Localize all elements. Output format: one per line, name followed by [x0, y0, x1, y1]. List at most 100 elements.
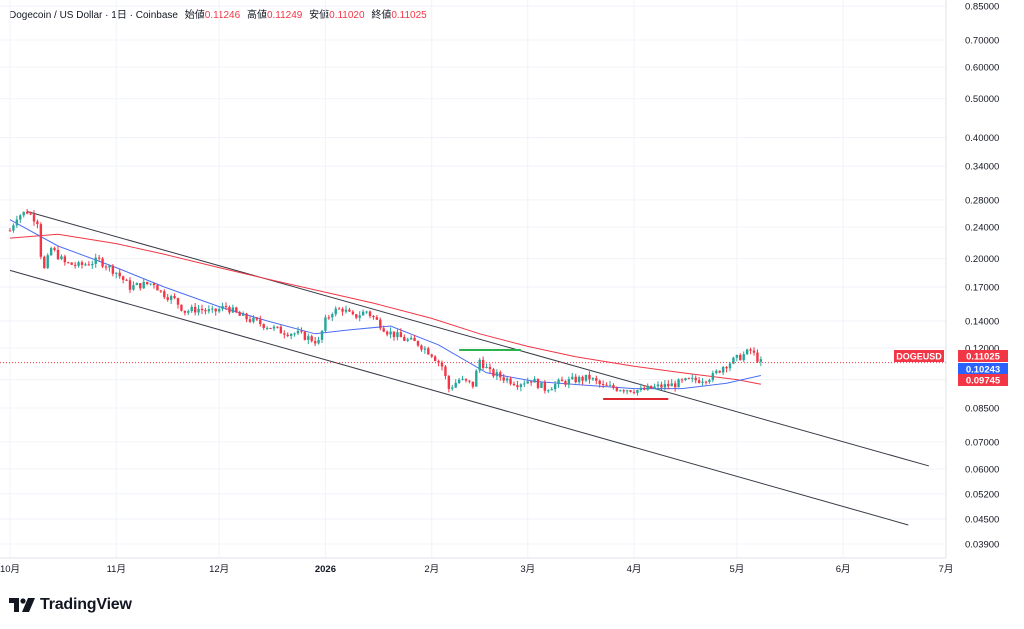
candle-body[interactable]	[557, 379, 560, 385]
candle-body[interactable]	[135, 283, 139, 286]
candle-body[interactable]	[269, 327, 272, 329]
candle-body[interactable]	[91, 264, 94, 266]
candle-body[interactable]	[49, 248, 53, 256]
candle-body[interactable]	[379, 319, 382, 329]
candle-body[interactable]	[375, 317, 379, 320]
candle-body[interactable]	[22, 211, 25, 216]
candle-body[interactable]	[581, 376, 584, 381]
candle-body[interactable]	[190, 306, 193, 312]
candle-body[interactable]	[324, 317, 327, 331]
candle-body[interactable]	[505, 378, 509, 381]
candle-body[interactable]	[653, 386, 656, 389]
candle-body[interactable]	[317, 339, 320, 344]
candle-body[interactable]	[80, 262, 84, 265]
candle-body[interactable]	[145, 281, 149, 285]
candle-body[interactable]	[403, 337, 406, 341]
candle-body[interactable]	[481, 359, 485, 369]
candle-body[interactable]	[173, 296, 176, 299]
candle-body[interactable]	[409, 337, 413, 340]
candle-body[interactable]	[468, 380, 471, 382]
candle-body[interactable]	[745, 349, 749, 355]
candle-body[interactable]	[248, 319, 252, 322]
candle-body[interactable]	[475, 370, 478, 387]
candle-body[interactable]	[478, 359, 481, 371]
candle-body[interactable]	[252, 317, 255, 322]
candle-body[interactable]	[512, 383, 516, 386]
candle-body[interactable]	[509, 378, 512, 384]
candle-body[interactable]	[437, 360, 440, 363]
candle-body[interactable]	[372, 315, 375, 318]
candle-body[interactable]	[307, 336, 310, 340]
candle-body[interactable]	[577, 376, 581, 383]
candle-body[interactable]	[550, 389, 553, 391]
candle-body[interactable]	[567, 379, 571, 385]
candle-body[interactable]	[444, 366, 447, 377]
candle-body[interactable]	[163, 291, 166, 298]
candle-body[interactable]	[543, 382, 547, 391]
candle-body[interactable]	[166, 297, 169, 300]
candle-body[interactable]	[320, 330, 324, 340]
candle-body[interactable]	[629, 390, 632, 392]
candle-body[interactable]	[231, 307, 235, 313]
candle-body[interactable]	[77, 262, 80, 266]
candle-body[interactable]	[516, 385, 519, 388]
candle-body[interactable]	[94, 257, 97, 265]
candle-body[interactable]	[430, 354, 433, 357]
candle-body[interactable]	[704, 381, 708, 383]
candle-body[interactable]	[492, 369, 495, 377]
candle-body[interactable]	[224, 306, 228, 308]
candle-body[interactable]	[608, 385, 612, 387]
candle-body[interactable]	[427, 348, 430, 355]
candle-body[interactable]	[56, 249, 60, 260]
candle-body[interactable]	[111, 265, 115, 274]
candle-body[interactable]	[63, 256, 67, 263]
candle-body[interactable]	[204, 310, 207, 312]
candle-body[interactable]	[265, 327, 269, 329]
candle-body[interactable]	[344, 309, 348, 312]
candle-body[interactable]	[313, 341, 317, 344]
candle-body[interactable]	[670, 383, 673, 387]
candle-body[interactable]	[310, 336, 313, 342]
candle-body[interactable]	[646, 385, 649, 390]
candle-body[interactable]	[101, 258, 104, 267]
candle-body[interactable]	[416, 341, 420, 346]
candle-body[interactable]	[588, 374, 591, 380]
candle-body[interactable]	[684, 378, 687, 381]
candle-body[interactable]	[389, 331, 392, 335]
candle-body[interactable]	[574, 376, 577, 383]
candle-body[interactable]	[399, 332, 403, 338]
candle-body[interactable]	[591, 378, 595, 380]
candle-body[interactable]	[553, 384, 557, 390]
candle-body[interactable]	[725, 367, 728, 369]
candle-body[interactable]	[25, 211, 29, 214]
candle-body[interactable]	[235, 307, 238, 313]
candle-body[interactable]	[721, 367, 725, 373]
candle-body[interactable]	[29, 213, 32, 215]
candle-body[interactable]	[732, 357, 735, 364]
candle-body[interactable]	[598, 380, 601, 385]
candle-body[interactable]	[365, 311, 368, 313]
candle-body[interactable]	[495, 372, 499, 377]
candle-body[interactable]	[457, 379, 461, 383]
candle-body[interactable]	[8, 230, 12, 232]
candle-body[interactable]	[547, 390, 550, 392]
candle-body[interactable]	[691, 377, 694, 379]
candle-body[interactable]	[663, 383, 667, 388]
tradingview-logo[interactable]: TradingView	[9, 596, 132, 614]
candle-body[interactable]	[660, 384, 663, 388]
candle-body[interactable]	[529, 381, 533, 383]
candle-body[interactable]	[385, 331, 389, 335]
candle-body[interactable]	[454, 382, 457, 388]
candle-body[interactable]	[87, 264, 91, 266]
candle-body[interactable]	[464, 378, 468, 381]
candle-body[interactable]	[368, 311, 372, 316]
candle-body[interactable]	[502, 377, 505, 381]
candle-body[interactable]	[132, 285, 135, 290]
candle-body[interactable]	[601, 384, 605, 386]
candle-body[interactable]	[433, 356, 437, 361]
candle-body[interactable]	[536, 379, 540, 388]
candle-body[interactable]	[526, 381, 529, 384]
trend-channel[interactable]	[9, 211, 929, 526]
candle-body[interactable]	[211, 308, 214, 310]
candle-body[interactable]	[334, 308, 337, 315]
